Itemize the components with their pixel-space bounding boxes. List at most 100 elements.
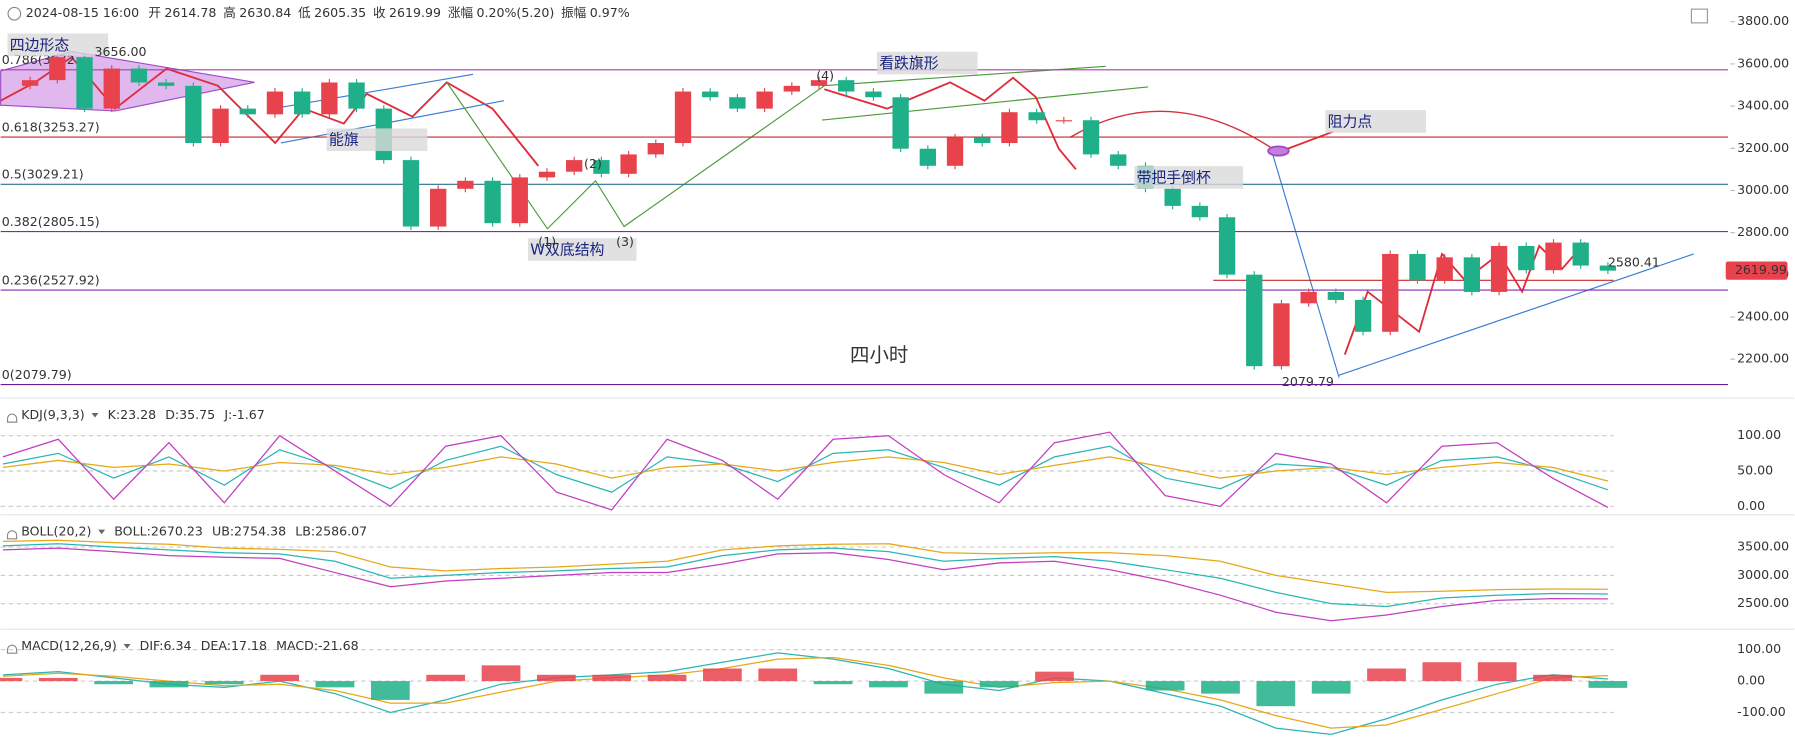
candle — [593, 160, 610, 174]
header-value: 0.97% — [590, 5, 630, 20]
candle — [729, 97, 746, 109]
legend-entry: UB:2754.38 — [212, 523, 286, 538]
histogram-bar — [1201, 681, 1240, 694]
header-value: 2605.35 — [314, 5, 366, 20]
annotation: (2) — [584, 156, 602, 171]
annotation: 阻力点 — [1328, 112, 1373, 130]
channel-label: 2580.41 — [1608, 255, 1660, 270]
annotation: 看跌旗形 — [879, 54, 939, 72]
alert-icon — [6, 530, 18, 540]
candle — [157, 82, 175, 86]
y-tick-label: -100.00 — [1737, 704, 1786, 719]
legend-entry: DEA:17.18 — [201, 638, 267, 653]
legend-entry: DIF:6.34 — [140, 638, 192, 653]
indicator-menu[interactable] — [91, 412, 99, 418]
candle — [484, 180, 501, 224]
header-label: 高 — [223, 5, 236, 20]
candle — [974, 137, 991, 144]
annotation: 3656.00 — [94, 44, 146, 59]
header-value: 2614.78 — [164, 5, 216, 20]
indicator-title: BOLL(20,2) — [21, 523, 91, 538]
y-tick-label: 3400.00 — [1737, 98, 1789, 113]
candle — [702, 91, 719, 98]
y-tick-label: 3500.00 — [1737, 539, 1789, 554]
histogram-bar — [813, 681, 853, 685]
histogram-bar — [1422, 662, 1462, 682]
histogram-bar — [426, 674, 466, 682]
candle — [1518, 245, 1535, 271]
y-tick-label: 2500.00 — [1737, 595, 1789, 610]
annotation: W双底结构 — [530, 241, 604, 259]
header-label: 低 — [298, 5, 311, 20]
candle — [566, 160, 583, 172]
y-tick-label: 2800.00 — [1737, 224, 1789, 239]
y-tick-label: 3200.00 — [1737, 140, 1789, 155]
legend-entry: BOLL:2670.23 — [114, 523, 203, 538]
candle — [783, 85, 800, 92]
candle — [1599, 265, 1617, 271]
last-price-tag — [1725, 261, 1788, 280]
fib-label: 0(2079.79) — [2, 367, 72, 382]
legend-entry: K:23.28 — [108, 407, 156, 422]
candle — [1327, 291, 1345, 300]
y-tick-label: 100.00 — [1737, 427, 1781, 442]
fib-label: 0.5(3029.21) — [2, 167, 84, 182]
candle — [1028, 112, 1045, 121]
candle — [321, 82, 338, 115]
histogram-bar — [536, 674, 576, 682]
histogram-bar — [1145, 681, 1185, 691]
histogram-bar — [1311, 681, 1351, 694]
candle — [1300, 291, 1317, 304]
legend-entry: D:35.75 — [165, 407, 215, 422]
histogram-bar — [260, 674, 300, 682]
candle — [130, 68, 148, 83]
header-label: 振幅 — [561, 5, 586, 20]
annotation: (4) — [816, 68, 834, 83]
candle — [1490, 245, 1508, 292]
candle — [538, 171, 556, 178]
annotation: 带把手倒杯 — [1137, 168, 1211, 186]
candle — [430, 188, 447, 227]
candle — [647, 143, 664, 155]
histogram-bar — [204, 681, 244, 685]
candle — [21, 80, 39, 86]
candle — [1545, 242, 1562, 271]
drawings — [0, 50, 1694, 378]
candle — [457, 180, 474, 189]
candle — [892, 97, 909, 149]
header-label: 收 — [373, 5, 386, 20]
annotation-box — [326, 128, 428, 151]
candle — [1001, 112, 1018, 144]
y-tick-label: 50.00 — [1737, 462, 1773, 477]
candle — [1246, 274, 1263, 367]
collapse-icon — [7, 6, 22, 21]
indicator-menu[interactable] — [98, 529, 106, 535]
alert-icon — [6, 413, 18, 423]
header-label: 开 — [148, 5, 161, 20]
candle — [1354, 299, 1372, 332]
candle — [1191, 205, 1209, 218]
annotation-box — [1134, 166, 1244, 189]
histogram-bar — [38, 677, 78, 682]
histogram-bar — [647, 674, 687, 682]
candle — [1436, 257, 1453, 281]
indicator-menu[interactable] — [123, 644, 131, 649]
histogram-bar — [1533, 674, 1572, 682]
candle — [266, 91, 284, 115]
y-tick-label: 0.00 — [1737, 498, 1765, 513]
histogram-bar — [1588, 681, 1628, 688]
low-label: 2079.79 — [1282, 374, 1334, 389]
histogram-bar — [979, 681, 1019, 688]
indicator-title: MACD(12,26,9) — [21, 638, 117, 653]
histogram-bar — [149, 681, 189, 688]
header-value: 2630.84 — [239, 5, 291, 20]
candle — [674, 91, 692, 144]
annotation: 四边形态 — [10, 36, 70, 54]
candle — [185, 85, 202, 144]
histogram-bar — [924, 681, 964, 694]
header-value: 0.20%(5.20) — [476, 5, 554, 20]
fullscreen-button[interactable] — [1690, 8, 1708, 24]
annotation-box — [7, 33, 109, 57]
